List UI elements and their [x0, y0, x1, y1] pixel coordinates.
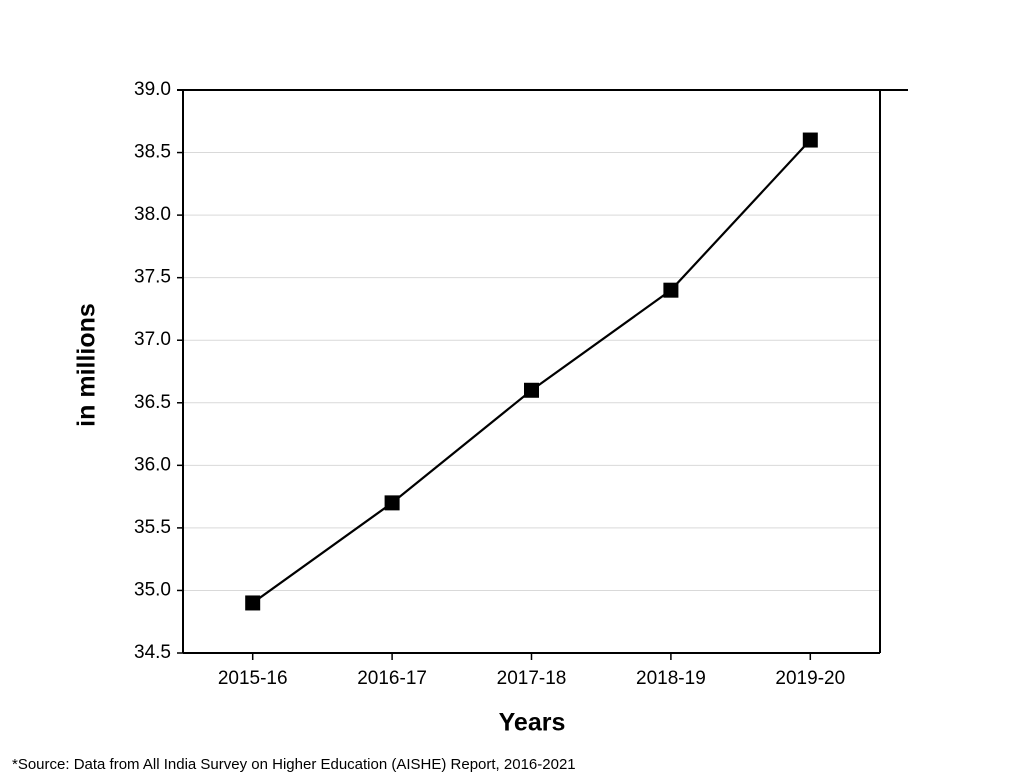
y-tick-label: 38.5 [134, 142, 171, 163]
x-tick-label: 2018-19 [636, 668, 706, 689]
y-tick-label: 36.5 [134, 392, 171, 413]
y-tick-label: 36.0 [134, 454, 171, 475]
y-tick-label: 39.0 [134, 79, 171, 100]
source-note: *Source: Data from All India Survey on H… [12, 756, 576, 773]
x-tick-label: 2019-20 [775, 668, 845, 689]
marker [524, 382, 539, 398]
y-tick-label: 38.0 [134, 204, 171, 225]
y-tick-label: 37.5 [134, 267, 171, 288]
y-tick-label: 34.5 [134, 642, 171, 663]
marker [663, 282, 679, 298]
x-axis-title: Years [499, 709, 566, 737]
x-tick-label: 2016-17 [357, 668, 427, 689]
line [252, 139, 812, 604]
marker [384, 495, 400, 511]
y-axis-title: in millions [73, 303, 101, 427]
x-tick-label: 2015-16 [218, 668, 288, 689]
y-tick-label: 35.5 [134, 517, 171, 538]
x-tick-label: 2017-18 [497, 668, 567, 689]
y-tick-label: 37.0 [134, 329, 171, 350]
y-tick-label: 35.0 [134, 579, 171, 600]
marker [245, 595, 261, 611]
marker [802, 132, 818, 148]
